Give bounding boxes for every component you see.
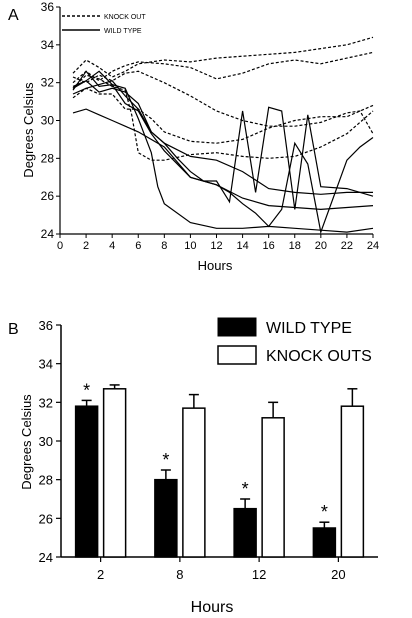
wild-type-series-line-9 bbox=[72, 80, 374, 210]
wild-type-bar-2 bbox=[74, 405, 99, 558]
wild-type-series-line-10 bbox=[72, 108, 374, 235]
panel-a-x-axis-label: Hours bbox=[198, 258, 233, 273]
knock-outs-bar-12 bbox=[261, 417, 285, 558]
panel-a-y-tick-label: 26 bbox=[41, 189, 55, 203]
panel-b-x-tick-label: 20 bbox=[331, 567, 345, 582]
legend-knock-out-label: KNOCK OUT bbox=[104, 14, 146, 21]
significance-asterisk-12: * bbox=[242, 479, 249, 499]
panel-b-y-tick-label: 32 bbox=[39, 395, 53, 410]
panel-b-x-axis-label: Hours bbox=[191, 599, 234, 616]
panel-b-y-tick-label: 34 bbox=[39, 357, 53, 372]
panel-a-y-tick-label: 24 bbox=[41, 227, 55, 241]
panel-a-label: A bbox=[8, 7, 19, 24]
panel-a-x-tick-label: 24 bbox=[367, 240, 379, 252]
panel-a-x-tick-label: 10 bbox=[184, 240, 196, 252]
knock-out-series-line-3 bbox=[72, 70, 374, 134]
panel-a-y-tick-label: 34 bbox=[41, 38, 55, 52]
panel-b-y-tick-label: 28 bbox=[39, 473, 53, 488]
panel-a-y-tick-label: 30 bbox=[41, 114, 55, 128]
panel-a-x-tick-label: 12 bbox=[210, 240, 222, 252]
wild-type-series-line-8 bbox=[72, 70, 374, 233]
knock-outs-bar-2 bbox=[102, 388, 127, 558]
panel-b-x-tick-label: 8 bbox=[176, 567, 183, 582]
wild-type-series-line-6 bbox=[72, 80, 373, 195]
legend-wild-type-label: WILD TYPE bbox=[104, 28, 142, 35]
panel-a-x-tick-label: 8 bbox=[161, 240, 167, 252]
panel-a-x-tick-label: 20 bbox=[315, 240, 327, 252]
legend-wild-type-swatch bbox=[217, 317, 257, 337]
wild-type-series-line-7 bbox=[72, 70, 374, 211]
knock-outs-bar-8 bbox=[182, 407, 206, 558]
significance-asterisk-8: * bbox=[162, 450, 169, 470]
panel-b-label: B bbox=[8, 321, 19, 338]
panel-b-y-tick-label: 36 bbox=[39, 318, 53, 333]
knock-out-series-line-1 bbox=[72, 36, 374, 78]
panel-b-y-axis-label: Degrees Celsius bbox=[19, 394, 34, 490]
panel-a-y-axis-label: Degrees Celsius bbox=[21, 82, 36, 178]
legend-knock-outs-label: KNOCK OUTS bbox=[266, 348, 372, 365]
legend-wild-type-label: WILD TYPE bbox=[266, 320, 352, 337]
significance-asterisk-2: * bbox=[83, 380, 90, 400]
wild-type-bar-20 bbox=[312, 527, 337, 558]
panel-b-x-tick-label: 2 bbox=[97, 567, 104, 582]
panel-a-x-tick-label: 14 bbox=[236, 240, 248, 252]
knock-out-series-line-5 bbox=[72, 87, 374, 144]
panel-b-legend: WILD TYPE KNOCK OUTS bbox=[217, 317, 372, 365]
panel-b-y-tick-label: 26 bbox=[39, 511, 53, 526]
panel-a-x-tick-label: 2 bbox=[83, 240, 89, 252]
knock-outs-bar-20 bbox=[340, 405, 365, 558]
panel-b-x-tick-label: 12 bbox=[252, 567, 266, 582]
knock-out-series-line-2 bbox=[72, 51, 374, 84]
panel-a-y-tick-label: 32 bbox=[41, 76, 55, 90]
significance-asterisk-20: * bbox=[321, 502, 328, 522]
panel-b-y-tick-label: 24 bbox=[39, 550, 53, 565]
panel-b-bars-group: * * * * bbox=[74, 380, 365, 558]
panel-a-x-tick-label: 0 bbox=[57, 240, 63, 252]
panel-a-series-group bbox=[72, 36, 374, 235]
knock-out-series-line-4 bbox=[72, 74, 374, 161]
panel-a-y-tick-label: 36 bbox=[41, 0, 55, 14]
panel-b-y-tick-label: 30 bbox=[39, 434, 53, 449]
wild-type-bar-12 bbox=[233, 507, 257, 558]
panel-a-y-tick-label: 28 bbox=[41, 151, 55, 165]
panel-a-x-tick-label: 22 bbox=[341, 240, 353, 252]
panel-a-x-tick-label: 6 bbox=[135, 240, 141, 252]
legend-knock-outs-swatch bbox=[217, 345, 257, 365]
panel-a-legend: KNOCK OUT WILD TYPE bbox=[62, 14, 146, 35]
panel-a-x-tick-label: 18 bbox=[289, 240, 301, 252]
panel-a-x-tick-label: 4 bbox=[109, 240, 115, 252]
wild-type-bar-8 bbox=[154, 478, 178, 558]
panel-a-x-tick-label: 16 bbox=[263, 240, 275, 252]
